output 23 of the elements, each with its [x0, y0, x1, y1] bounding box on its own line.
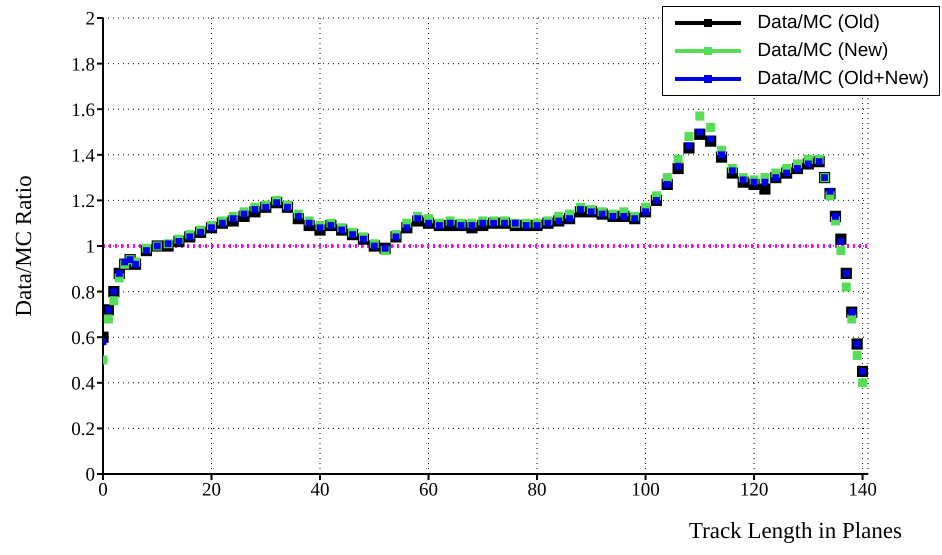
legend-label: Data/MC (Old+New) [757, 68, 929, 90]
y-tick-label: 2 [86, 8, 95, 30]
legend-label: Data/MC (New) [757, 40, 888, 62]
y-tick-label: 1.2 [71, 191, 95, 212]
y-tick-label: 0.4 [71, 374, 96, 395]
x-tick-label: 40 [310, 479, 330, 500]
y-tick-label: 1 [86, 236, 95, 258]
legend-label: Data/MC (Old) [757, 12, 880, 34]
x-axis-title: Track Length in Planes [688, 518, 902, 543]
x-tick-label: 120 [740, 479, 768, 500]
y-tick-label: 0 [86, 464, 95, 486]
y-axis-title: Data/MC Ratio [11, 175, 36, 317]
x-tick-label: 100 [631, 479, 660, 500]
y-tick-label: 1.6 [71, 100, 95, 121]
y-tick-label: 0.2 [71, 419, 95, 440]
x-tick-label: 20 [202, 479, 222, 500]
x-tick-label: 60 [419, 479, 438, 500]
x-tick-label: 140 [848, 479, 877, 500]
y-tick-label: 1.8 [71, 54, 95, 76]
y-tick-label: 0.8 [71, 282, 95, 304]
y-tick-label: 1.4 [71, 146, 96, 167]
y-tick-label: 0.6 [71, 328, 95, 349]
x-tick-label: 80 [528, 479, 547, 500]
